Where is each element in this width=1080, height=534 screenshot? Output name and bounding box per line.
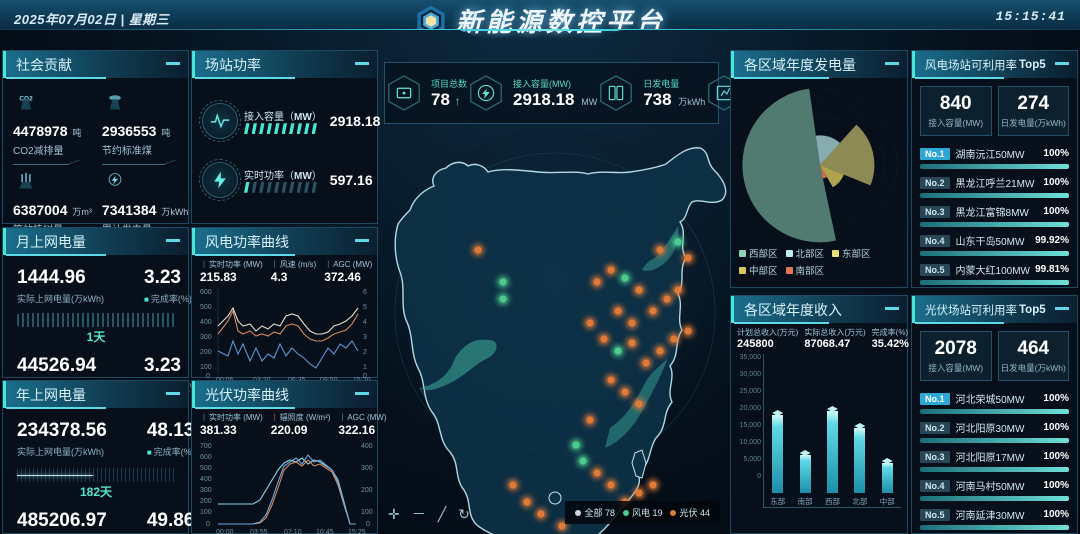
svg-text:400: 400 (200, 476, 212, 483)
svg-text:1: 1 (363, 364, 367, 371)
svg-text:600: 600 (200, 289, 212, 296)
svg-text:200: 200 (361, 487, 373, 494)
svg-text:10:45: 10:45 (316, 529, 334, 534)
svg-text:5: 5 (363, 304, 367, 311)
svg-text:15:25: 15:25 (348, 529, 366, 534)
svg-text:0: 0 (366, 521, 370, 528)
svg-text:100: 100 (200, 364, 212, 371)
svg-text:00:00: 00:00 (216, 529, 234, 534)
svg-text:700: 700 (200, 443, 212, 450)
svg-text:200: 200 (200, 498, 212, 505)
svg-text:400: 400 (200, 319, 212, 326)
svg-text:300: 300 (200, 487, 212, 494)
svg-text:200: 200 (200, 349, 212, 356)
svg-text:300: 300 (361, 465, 373, 472)
svg-text:07:10: 07:10 (284, 529, 302, 534)
svg-text:500: 500 (200, 304, 212, 311)
svg-text:3: 3 (363, 334, 367, 341)
svg-text:0: 0 (206, 373, 210, 380)
svg-text:0: 0 (206, 521, 210, 528)
svg-text:4: 4 (363, 319, 367, 326)
svg-text:2: 2 (363, 349, 367, 356)
svg-text:500: 500 (200, 465, 212, 472)
svg-text:100: 100 (361, 509, 373, 516)
svg-text:6: 6 (363, 289, 367, 296)
svg-text:100: 100 (200, 509, 212, 516)
svg-text:600: 600 (200, 454, 212, 461)
svg-text:300: 300 (200, 334, 212, 341)
svg-text:03:55: 03:55 (250, 529, 268, 534)
svg-text:400: 400 (361, 443, 373, 450)
